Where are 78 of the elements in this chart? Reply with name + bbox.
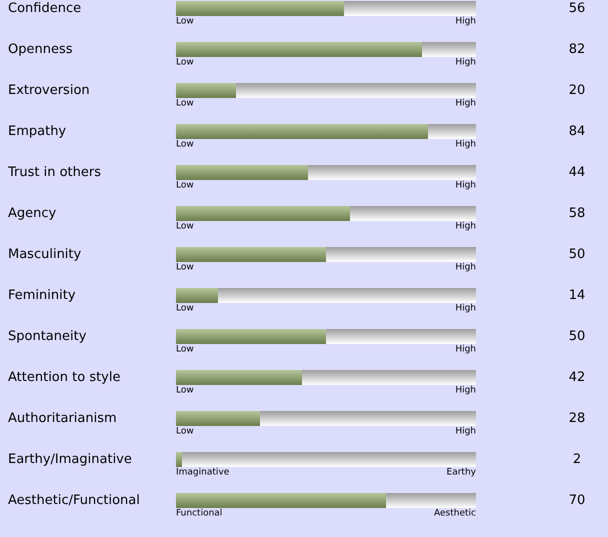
bar xyxy=(176,452,182,467)
data-label: 58 xyxy=(568,206,586,221)
annotation: High xyxy=(455,140,476,150)
annotation: Low xyxy=(176,222,194,232)
data-label: 82 xyxy=(568,42,586,57)
bar xyxy=(386,493,476,508)
data-label: 44 xyxy=(568,165,586,180)
y-tick-label: Aesthetic/Functional xyxy=(8,493,140,508)
bar xyxy=(176,493,386,508)
bar xyxy=(308,165,476,180)
data-label: 2 xyxy=(572,452,582,467)
annotation: High xyxy=(455,386,476,396)
data-label: 14 xyxy=(568,288,586,303)
annotation: High xyxy=(455,344,476,354)
data-label: 20 xyxy=(568,83,586,98)
annotation: High xyxy=(455,304,476,314)
bar xyxy=(176,206,350,221)
bar xyxy=(176,247,326,262)
bar xyxy=(176,1,344,16)
bar xyxy=(302,370,476,385)
annotation: Low xyxy=(176,98,194,108)
y-tick-label: Empathy xyxy=(8,124,66,139)
y-tick-label: Attention to style xyxy=(8,370,120,385)
annotation: Low xyxy=(176,426,194,436)
bar xyxy=(428,124,476,139)
data-label: 28 xyxy=(568,411,586,426)
y-tick-label: Confidence xyxy=(8,1,82,16)
bar xyxy=(176,411,260,426)
bar xyxy=(236,83,476,98)
annotation: High xyxy=(455,58,476,68)
data-label: 70 xyxy=(568,493,586,508)
bar xyxy=(218,288,476,303)
annotation: High xyxy=(455,16,476,26)
bar xyxy=(176,370,302,385)
annotation: Earthy xyxy=(446,468,477,478)
y-tick-label: Authoritarianism xyxy=(8,411,117,426)
bar xyxy=(260,411,476,426)
bar xyxy=(182,452,476,467)
annotation: High xyxy=(455,426,476,436)
bar xyxy=(176,329,326,344)
y-tick-label: Masculinity xyxy=(8,247,82,262)
bar xyxy=(176,288,218,303)
y-tick-label: Extroversion xyxy=(8,83,90,98)
y-tick-label: Openness xyxy=(8,42,73,57)
bar xyxy=(176,42,422,57)
y-tick-label: Femininity xyxy=(8,288,76,303)
bar xyxy=(326,247,476,262)
bar xyxy=(422,42,476,57)
annotation: Low xyxy=(176,386,194,396)
annotation: Low xyxy=(176,180,194,190)
annotation: Low xyxy=(176,58,194,68)
bar xyxy=(176,124,428,139)
bar xyxy=(326,329,476,344)
annotation: High xyxy=(455,222,476,232)
annotation: Functional xyxy=(176,508,222,518)
annotation: Aesthetic xyxy=(434,508,476,518)
data-label: 50 xyxy=(568,247,586,262)
y-tick-label: Trust in others xyxy=(7,165,102,180)
bar xyxy=(344,1,476,16)
annotation: Low xyxy=(176,16,194,26)
y-tick-label: Earthy/Imaginative xyxy=(8,452,132,467)
bar xyxy=(350,206,476,221)
data-label: 42 xyxy=(568,370,586,385)
y-tick-label: Agency xyxy=(8,206,57,221)
annotation: Low xyxy=(176,304,194,314)
annotation: Low xyxy=(176,344,194,354)
annotation: High xyxy=(455,180,476,190)
y-tick-label: Spontaneity xyxy=(8,329,87,344)
data-label: 84 xyxy=(568,124,586,139)
bar xyxy=(176,83,236,98)
bar xyxy=(176,165,308,180)
annotation: Low xyxy=(176,140,194,150)
annotation: Imaginative xyxy=(176,468,230,478)
annotation: High xyxy=(455,98,476,108)
data-label: 56 xyxy=(568,1,586,16)
annotation: Low xyxy=(176,262,194,272)
annotation: High xyxy=(455,262,476,272)
data-label: 50 xyxy=(568,329,586,344)
